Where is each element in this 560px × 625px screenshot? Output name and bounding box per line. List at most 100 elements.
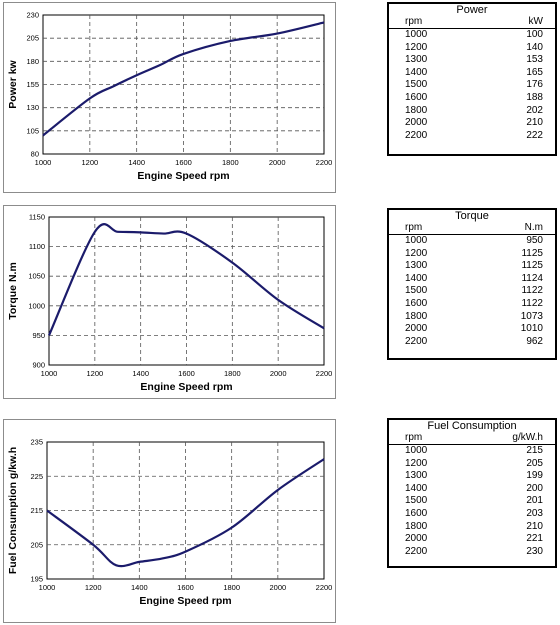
table-cell: 210 [526, 117, 543, 129]
table-cell: 1125 [521, 247, 543, 259]
y-tick-label: 1000 [28, 301, 45, 310]
table-cell: 962 [526, 335, 543, 347]
table-row: 1200 1125 [389, 248, 555, 261]
y-tick-label: 105 [26, 126, 39, 135]
table-row: 1400 200 [389, 483, 555, 496]
y-tick-label: 155 [26, 80, 39, 89]
y-tick-label: 950 [32, 331, 45, 340]
table-cell: 1400 [405, 482, 428, 494]
table-cell: 1300 [405, 54, 428, 66]
y-tick-label: 235 [30, 438, 43, 447]
table-title: Fuel Consumption [427, 420, 517, 432]
table-row: 1200 205 [389, 458, 555, 471]
x-axis-label: Engine Speed rpm [137, 170, 229, 182]
column-header: rpm [405, 16, 423, 27]
table-cell: 176 [526, 79, 543, 91]
series-line [47, 223, 325, 336]
table-cell: 205 [526, 457, 543, 469]
y-tick-label: 230 [26, 11, 39, 20]
table-row: 1200 140 [389, 42, 555, 55]
fuel-consumption-table: Fuel Consumption rpm g/kW.h 1000 215 1200 205 1… [387, 418, 557, 568]
column-header: kW [528, 16, 543, 27]
table-cell: 1000 [405, 235, 428, 246]
table-cell: 1200 [405, 41, 428, 53]
y-tick-label: 205 [26, 34, 39, 43]
torque-table: Torque rpm N.m 1000 950 1200 1125 1300 1125 1400 1… [387, 208, 557, 360]
table-row: 1300 199 [389, 470, 555, 483]
x-tick-label: 1400 [131, 583, 148, 592]
x-tick-label: 1600 [177, 583, 194, 592]
table-row: 1000 100 [389, 29, 555, 42]
table-cell: 222 [526, 129, 543, 141]
table-cell: 165 [526, 66, 543, 78]
table-cell: 1010 [520, 323, 543, 335]
table-row: 1500 1122 [389, 285, 555, 298]
table-row: 1300 153 [389, 54, 555, 67]
y-axis-label: Power kw [7, 59, 19, 108]
table-row: 1500 176 [389, 79, 555, 92]
x-tick-label: 2000 [270, 369, 287, 378]
column-header: rpm [405, 432, 423, 443]
y-axis-label: Fuel Consumption g/kw.h [7, 447, 19, 574]
table-cell: 1400 [405, 272, 428, 284]
table-cell: 950 [526, 235, 543, 246]
table-cell: 1000 [405, 29, 428, 40]
table-row: 1800 202 [389, 105, 555, 118]
table-cell: 1300 [405, 260, 428, 272]
table-cell: 2200 [405, 335, 428, 347]
table-cell: 210 [526, 520, 543, 532]
x-tick-label: 1800 [223, 583, 240, 592]
torque-chart-panel: 1000 1200 1400 1600 1800 2000 2200 900 950 1000 10… [3, 205, 336, 399]
x-axis-label: Engine Speed rpm [140, 381, 232, 393]
x-tick-label: 1200 [86, 369, 103, 378]
x-tick-label: 2200 [316, 158, 333, 167]
table-cell: 1125 [521, 260, 543, 272]
table-row: 2200 222 [389, 130, 555, 143]
y-tick-label: 1100 [29, 242, 45, 251]
power-chart: 1000 1200 1400 1600 1800 2000 2200 80 105 130 155 1… [7, 11, 333, 183]
y-tick-label: 205 [30, 540, 43, 549]
x-axis-label: Engine Speed rpm [139, 595, 231, 607]
power-chart-panel: 1000 1200 1400 1600 1800 2000 2200 80 105 130 155 1… [3, 2, 336, 193]
table-cell: 1122 [521, 297, 543, 309]
table-cell: 188 [526, 91, 543, 103]
table-cell: 1122 [521, 285, 543, 297]
table-cell: 2200 [405, 545, 428, 557]
table-cell: 1073 [520, 310, 543, 322]
y-tick-label: 215 [30, 506, 43, 515]
x-tick-label: 2200 [316, 369, 333, 378]
column-header: g/kW.h [512, 432, 543, 443]
x-tick-label: 1400 [132, 369, 149, 378]
table-cell: 1600 [405, 507, 428, 519]
table-cell: 1200 [405, 247, 428, 259]
y-tick-label: 1150 [29, 213, 45, 222]
table-cell: 200 [526, 482, 543, 494]
table-cell: 215 [526, 445, 543, 456]
table-row: 2000 221 [389, 533, 555, 546]
table-header: rpm g/kW.h [389, 432, 555, 445]
table-cell: 202 [526, 104, 543, 116]
y-tick-label: 195 [30, 575, 43, 584]
table-cell: 1600 [405, 297, 428, 309]
table-cell: 2200 [405, 129, 428, 141]
table-row: 1600 203 [389, 508, 555, 521]
table-cell: 2000 [405, 323, 428, 335]
table-cell: 1800 [405, 104, 428, 116]
column-header: rpm [405, 222, 423, 233]
table-cell: 140 [526, 41, 543, 53]
table-row: 1500 201 [389, 495, 555, 508]
table-row: 1800 1073 [389, 311, 555, 324]
x-tick-label: 2200 [316, 583, 333, 592]
table-row: 1400 165 [389, 67, 555, 80]
x-tick-label: 2000 [269, 583, 286, 592]
table-cell: 153 [526, 54, 543, 66]
table-cell: 1500 [405, 285, 428, 297]
x-tick-label: 1200 [81, 158, 98, 167]
y-tick-label: 900 [32, 361, 45, 370]
table-title: Torque [455, 210, 489, 222]
table-row: 1600 188 [389, 92, 555, 105]
table-cell: 1500 [405, 79, 428, 91]
x-tick-label: 1800 [224, 369, 241, 378]
table-row: 2000 1010 [389, 323, 555, 336]
table-header: rpm kW [389, 16, 555, 29]
